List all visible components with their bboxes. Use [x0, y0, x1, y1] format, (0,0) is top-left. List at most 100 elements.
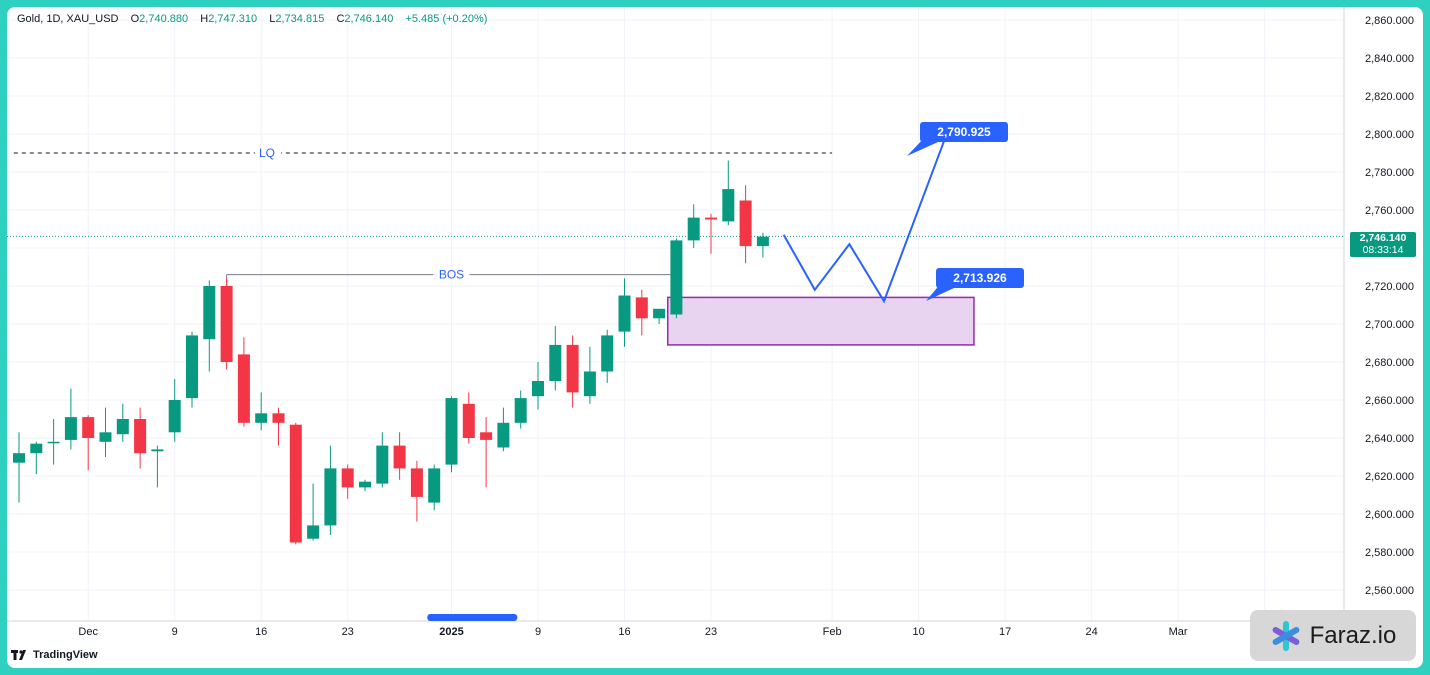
tradingview-logo-icon — [11, 650, 26, 660]
time-tick-label: 10 — [912, 626, 924, 638]
candle — [670, 238, 683, 319]
candle-body — [64, 417, 77, 440]
candle — [186, 331, 198, 408]
candle — [255, 392, 268, 431]
lq-label-bg — [255, 145, 281, 161]
time-tick-label: 24 — [1085, 626, 1097, 638]
candle — [583, 346, 596, 404]
candle — [635, 289, 648, 336]
time-tick-label: Feb — [823, 626, 842, 638]
candle-body — [722, 189, 735, 222]
candle-body — [445, 398, 458, 465]
high-value: 2,747.310 — [208, 13, 258, 25]
candle — [514, 390, 527, 429]
candle — [307, 483, 320, 541]
candle-body — [635, 297, 648, 319]
candle — [532, 362, 544, 410]
price-tick-label: 2,800.000 — [1365, 129, 1414, 141]
target-high-box — [920, 122, 1008, 142]
low-label: L — [269, 13, 276, 25]
candle-body — [272, 413, 285, 423]
change-value: +5.485 (+0.20%) — [405, 13, 488, 25]
candle-body — [255, 413, 268, 423]
chart-frame: 2,860.000 2,840.000 2,820.000 2,800.000 2,78… — [7, 7, 1423, 668]
candle-body — [393, 445, 406, 469]
candle-body — [566, 344, 579, 393]
candle — [687, 204, 700, 248]
candles — [13, 160, 769, 545]
candle-body — [237, 354, 250, 423]
candle — [116, 403, 129, 442]
candle — [601, 329, 614, 383]
last-price-tag: 2,746.140 08:33:14 — [1350, 232, 1416, 257]
tradingview-label: TradingView — [33, 649, 98, 661]
candle-body — [289, 424, 302, 543]
candle — [428, 464, 441, 511]
target-low-box — [936, 268, 1024, 288]
candle-body — [653, 308, 666, 319]
candle — [341, 464, 354, 499]
price-tick-label: 2,600.000 — [1365, 509, 1414, 521]
candle-body — [497, 422, 510, 448]
candle — [47, 419, 60, 465]
close-value: 2,746.140 — [344, 13, 394, 25]
candle — [134, 407, 147, 469]
candle-body — [30, 443, 43, 454]
candle-body — [514, 398, 527, 423]
bos-label-bg — [433, 266, 470, 283]
candle-body — [618, 295, 631, 332]
candle-body — [601, 335, 614, 372]
candle — [566, 335, 579, 408]
price-chart[interactable]: 2,860.000 2,840.000 2,820.000 2,800.000 2,78… — [7, 7, 1423, 668]
candle-body — [359, 481, 371, 488]
projection-path — [782, 139, 946, 304]
candle — [30, 441, 43, 475]
watermark-label: Faraz.io — [1309, 621, 1397, 649]
candle-body — [82, 417, 95, 438]
time-tick-label: 9 — [535, 626, 541, 638]
open-value: 2,740.880 — [139, 13, 189, 25]
candle — [359, 479, 371, 492]
candle — [739, 185, 752, 264]
candle — [376, 432, 389, 488]
candle — [203, 280, 216, 372]
time-tick-label: 16 — [618, 626, 630, 638]
target-high-label: 2,790.925 — [937, 125, 991, 139]
tradingview-brand[interactable]: TradingView — [11, 649, 98, 661]
ohlc-legend: Gold, 1D, XAU_USD O2,740.880 H2,747.310 … — [17, 13, 487, 25]
candle-body — [410, 468, 423, 497]
candle — [549, 325, 562, 391]
candle — [653, 308, 666, 324]
price-tick-label: 2,660.000 — [1365, 395, 1414, 407]
lq-label: LQ — [259, 146, 275, 160]
time-tick-label: 23 — [342, 626, 354, 638]
faraz-logo-icon — [1272, 620, 1300, 651]
price-tick-label: 2,720.000 — [1365, 281, 1414, 293]
price-tick-label: 2,860.000 — [1365, 15, 1414, 27]
candle — [756, 232, 769, 258]
candle-body — [116, 419, 129, 435]
candle-body — [705, 217, 717, 220]
time-tick-label: 2025 — [439, 626, 463, 638]
candle — [410, 460, 423, 522]
candle — [272, 407, 285, 446]
time-tick-label: 17 — [999, 626, 1011, 638]
candle — [497, 407, 510, 452]
candle — [220, 278, 233, 370]
price-tick-label: 2,680.000 — [1365, 357, 1414, 369]
target-high-callout: 2,790.925 — [907, 122, 1008, 156]
target-low-label: 2,713.926 — [953, 271, 1007, 285]
open-label: O — [130, 13, 140, 25]
time-tick-label: 16 — [255, 626, 267, 638]
candle — [237, 337, 250, 427]
price-tick-label: 2,620.000 — [1365, 471, 1414, 483]
candle-body — [480, 432, 493, 440]
candle — [462, 392, 475, 444]
candle — [480, 417, 493, 488]
time-scale-highlight — [427, 614, 518, 621]
candle-body — [13, 453, 25, 463]
symbol-label[interactable]: Gold, 1D, XAU_USD — [17, 13, 119, 25]
candle-body — [307, 525, 320, 539]
candle-body — [151, 449, 164, 452]
candle-body — [376, 445, 389, 484]
